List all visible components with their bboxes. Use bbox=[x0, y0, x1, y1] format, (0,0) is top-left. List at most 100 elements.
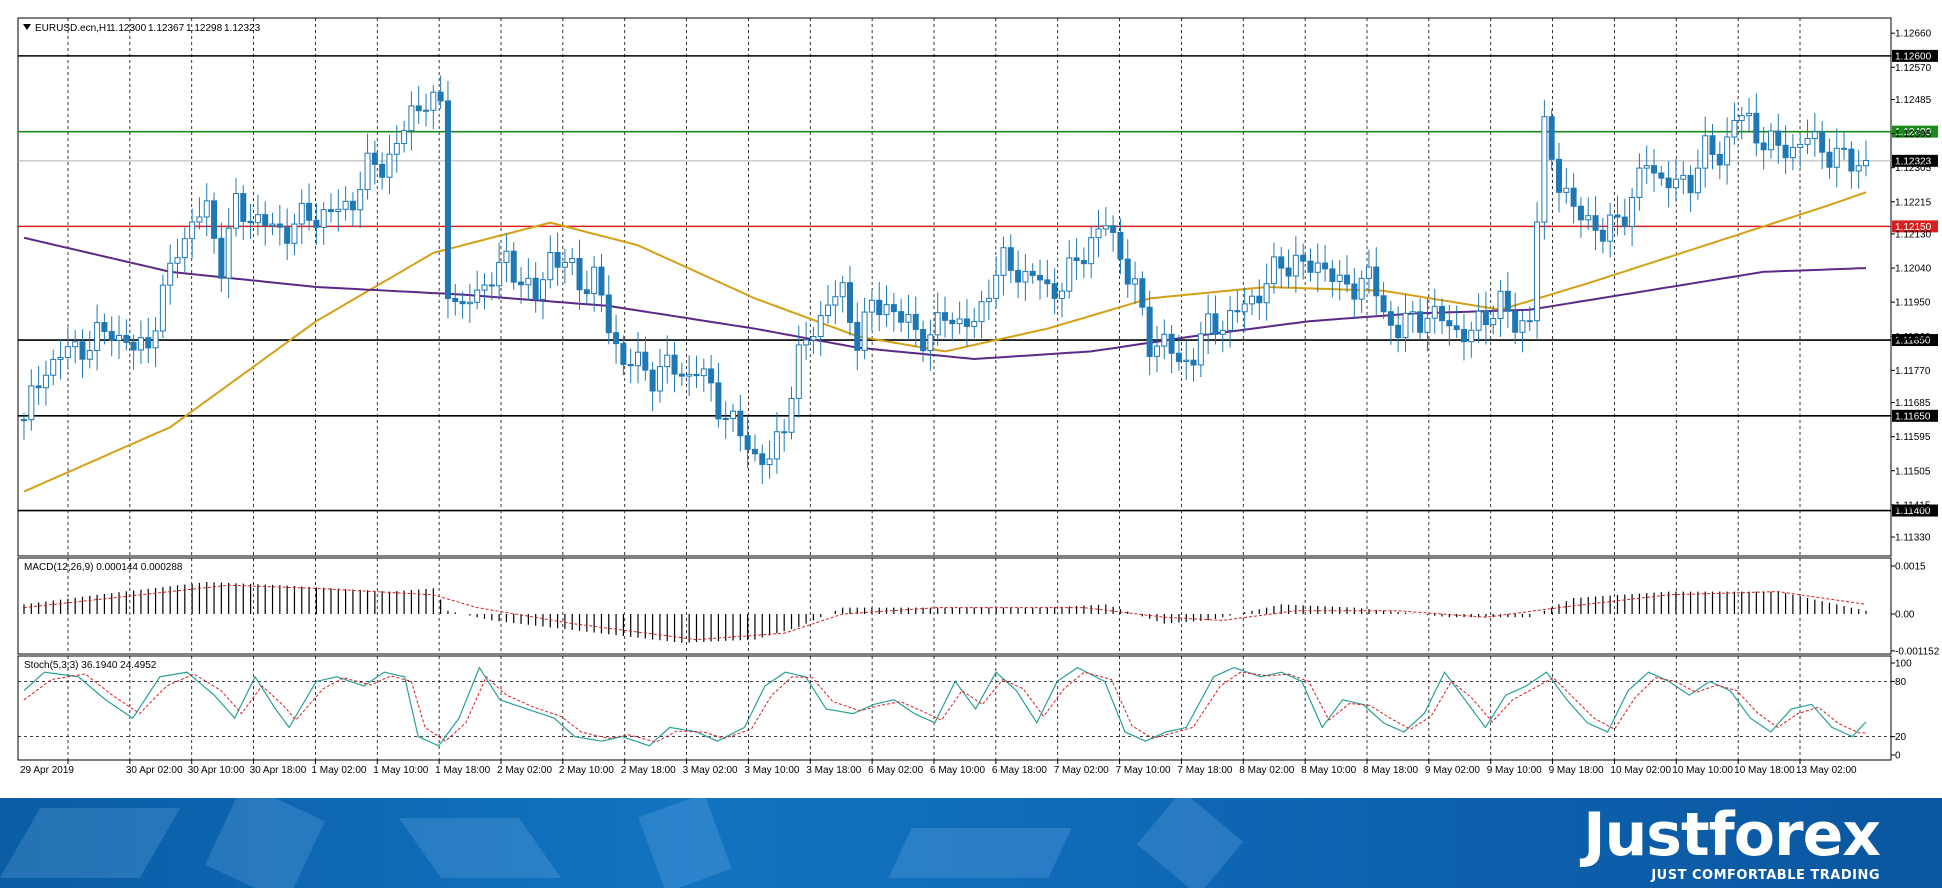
candle-body bbox=[598, 266, 605, 296]
macd-grid bbox=[67, 558, 1801, 654]
candle-body bbox=[554, 251, 561, 268]
candle-body bbox=[1212, 313, 1219, 335]
candle-body bbox=[1292, 254, 1299, 277]
slow-moving-average bbox=[23, 236, 1867, 361]
x-tick-label: 10 May 10:00 bbox=[1672, 765, 1733, 776]
x-tick-label: 30 Apr 02:00 bbox=[126, 765, 183, 776]
candle-body bbox=[605, 294, 612, 334]
candle-body bbox=[1599, 229, 1606, 242]
candle-body bbox=[328, 209, 334, 212]
candles bbox=[21, 75, 1869, 485]
candle-body bbox=[1387, 311, 1394, 326]
candle-body bbox=[1278, 256, 1285, 269]
stochastic-axis: 100 80 20 0 bbox=[1891, 659, 1912, 762]
candle-body bbox=[488, 284, 495, 287]
candle-body bbox=[130, 341, 137, 351]
candle-body bbox=[137, 337, 144, 351]
candle-body bbox=[1285, 267, 1292, 277]
candle-body bbox=[1409, 311, 1416, 314]
triangle-down-icon[interactable] bbox=[23, 24, 31, 30]
candle-body bbox=[1000, 247, 1007, 276]
candle-body bbox=[1512, 310, 1519, 333]
candle-body bbox=[364, 152, 371, 191]
macd-tick-label: 0.0015 bbox=[1895, 562, 1926, 573]
candle-body bbox=[1519, 320, 1526, 333]
candle-body bbox=[86, 349, 93, 360]
candle-body bbox=[342, 200, 349, 210]
candle-body bbox=[737, 410, 744, 437]
candle-body bbox=[825, 304, 832, 317]
candle-body bbox=[21, 419, 27, 422]
candle-body bbox=[539, 279, 546, 300]
candle-body bbox=[1541, 116, 1548, 223]
candle-body bbox=[1672, 178, 1679, 189]
candle-body bbox=[218, 237, 225, 279]
candle-body bbox=[1855, 165, 1862, 172]
candle-body bbox=[1702, 135, 1709, 169]
candle-body bbox=[1015, 269, 1022, 283]
price-panel[interactable]: 1.12600 1.12400 1.12150 1.11850 1.11650 1.114… bbox=[17, 17, 1938, 557]
level-price-label: 1.11850 bbox=[1895, 336, 1931, 347]
candle-body bbox=[291, 223, 298, 244]
ohlc-close: 1.12323 bbox=[224, 23, 261, 34]
price-tick-label: 1.12660 bbox=[1895, 29, 1932, 40]
candle-body bbox=[1731, 119, 1738, 138]
x-tick-label: 9 May 18:00 bbox=[1549, 765, 1604, 776]
candle-body bbox=[963, 318, 970, 327]
price-tick-label: 1.12305 bbox=[1895, 163, 1932, 174]
candle-body bbox=[839, 282, 846, 298]
candle-body bbox=[942, 312, 948, 321]
candle-body bbox=[591, 266, 598, 295]
candle-body bbox=[583, 289, 590, 295]
candle-body bbox=[64, 346, 71, 359]
stochastic-tick-label: 100 bbox=[1895, 659, 1912, 670]
candle-body bbox=[1263, 283, 1270, 304]
level-price-tag bbox=[1892, 334, 1938, 347]
candle-body bbox=[1219, 329, 1226, 335]
candle-body bbox=[1095, 228, 1102, 239]
stochastic-panel[interactable]: 100 80 20 0 Stoch(5,3,3) 36.1940 24.4952 bbox=[17, 655, 1912, 762]
candle-body bbox=[1775, 130, 1782, 146]
candle-body bbox=[620, 343, 627, 365]
horizontal-levels: 1.12600 1.12400 1.12150 1.11850 1.11650 1.114… bbox=[18, 49, 1938, 517]
candle-body bbox=[693, 373, 700, 377]
x-tick-label: 6 May 02:00 bbox=[868, 765, 923, 776]
candle-body bbox=[1863, 160, 1869, 167]
candle-body bbox=[313, 219, 320, 228]
candle-body bbox=[357, 189, 364, 211]
x-tick-label: 2 May 18:00 bbox=[621, 765, 676, 776]
candle-body bbox=[1329, 268, 1336, 282]
level-price-tag bbox=[1892, 220, 1938, 233]
candle-body bbox=[1746, 112, 1753, 117]
candle-body bbox=[1556, 158, 1562, 193]
level-price-label: 1.12600 bbox=[1895, 51, 1932, 62]
candle-body bbox=[1066, 257, 1073, 292]
justforex-logo[interactable]: Justforex bbox=[1583, 800, 1881, 870]
candle-body bbox=[1037, 274, 1044, 281]
stochastic-title: Stoch(5,3,3) 36.1940 24.4952 bbox=[24, 660, 157, 671]
candle-body bbox=[1585, 215, 1592, 221]
candle-body bbox=[656, 366, 663, 392]
banner-decoration bbox=[1136, 798, 1244, 888]
candle-body bbox=[379, 163, 386, 178]
x-tick-label: 3 May 02:00 bbox=[683, 765, 738, 776]
candle-body bbox=[510, 250, 517, 283]
candle-body bbox=[1504, 290, 1511, 312]
x-tick-label: 2 May 10:00 bbox=[559, 765, 614, 776]
candle-body bbox=[503, 250, 510, 263]
x-tick-label: 10 May 18:00 bbox=[1734, 765, 1795, 776]
candle-body bbox=[159, 284, 166, 332]
candle-body bbox=[1607, 214, 1614, 242]
candle-body bbox=[481, 284, 488, 291]
x-tick-label: 8 May 10:00 bbox=[1301, 765, 1356, 776]
candle-body bbox=[254, 214, 261, 224]
level-price-label: 1.11400 bbox=[1895, 506, 1931, 517]
macd-panel[interactable]: 0.0015 0.00 -0.001152 MACD(12,26,9) 0.0001… bbox=[17, 557, 1940, 657]
candle-body bbox=[1841, 147, 1848, 150]
price-tick-label: 1.11770 bbox=[1895, 366, 1931, 377]
candle-body bbox=[269, 223, 276, 227]
candle-body bbox=[1760, 142, 1767, 151]
candle-body bbox=[1351, 283, 1358, 300]
price-tick-label: 1.11685 bbox=[1895, 398, 1931, 409]
candle-body bbox=[1270, 256, 1277, 285]
